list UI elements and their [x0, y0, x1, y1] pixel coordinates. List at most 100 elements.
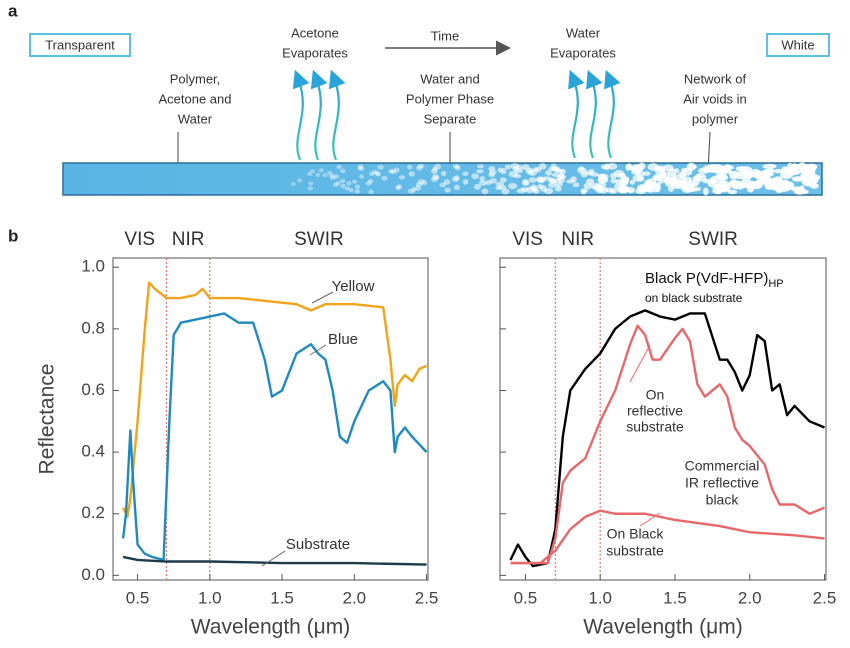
panel-label: a	[8, 1, 18, 20]
void	[308, 181, 314, 186]
void	[417, 163, 425, 169]
void	[365, 181, 372, 186]
void	[479, 175, 486, 182]
label-line: substrate	[606, 543, 664, 559]
void	[711, 164, 723, 169]
void	[589, 172, 599, 177]
void	[439, 182, 446, 188]
void	[411, 186, 417, 192]
y-tick-label: 0.2	[81, 503, 105, 522]
void	[336, 164, 342, 170]
void	[451, 176, 460, 182]
void	[603, 163, 611, 171]
series-line	[510, 324, 825, 565]
void	[354, 189, 361, 194]
panel-label: b	[8, 226, 18, 245]
label-line: black	[706, 492, 740, 508]
void	[358, 164, 364, 169]
x-tick-label: 2.0	[342, 588, 366, 607]
series-line	[122, 555, 427, 566]
void	[796, 189, 809, 195]
void	[351, 179, 358, 184]
void	[488, 172, 495, 178]
label-line: Network of	[684, 71, 747, 86]
x-axis-label: Wavelength (μm)	[583, 616, 743, 639]
void	[593, 184, 604, 191]
x-axis-label: Wavelength (μm)	[191, 616, 351, 639]
void	[444, 187, 451, 193]
wisp	[310, 69, 328, 161]
void	[549, 178, 558, 184]
void	[804, 164, 816, 174]
label-line: Water	[178, 111, 213, 126]
y-axis-label: Reflectance	[36, 364, 59, 475]
label-line: Water	[566, 25, 601, 40]
void	[488, 165, 496, 172]
void	[333, 174, 340, 179]
state-box	[29, 33, 131, 57]
void	[432, 175, 440, 181]
process-diagram: a Transparent White Time Acetone Evaporat…	[8, 1, 830, 196]
void	[377, 164, 384, 170]
void	[346, 181, 352, 186]
void	[725, 169, 732, 174]
void	[727, 189, 738, 195]
x-tick-label: 2.5	[415, 588, 439, 607]
void	[687, 164, 698, 170]
void	[499, 177, 507, 183]
void	[396, 184, 402, 190]
void	[307, 186, 314, 191]
void	[489, 178, 497, 184]
void	[307, 171, 313, 177]
label-line: polymer	[692, 111, 739, 126]
x-tick-label: 1.0	[198, 588, 222, 607]
void	[471, 173, 480, 180]
void	[340, 183, 347, 189]
void	[357, 166, 363, 171]
void	[398, 175, 406, 180]
label-line: Acetone	[291, 25, 339, 40]
series-label: Blue	[328, 331, 358, 348]
plot-frame	[112, 257, 429, 581]
void	[462, 179, 469, 185]
void	[453, 184, 461, 191]
label-line: On Black	[607, 526, 665, 542]
region-label: VIS	[124, 229, 155, 250]
wisp	[292, 69, 310, 161]
void	[548, 182, 557, 188]
void	[537, 178, 544, 184]
wisp	[568, 69, 585, 159]
series-line	[509, 309, 825, 568]
void	[443, 179, 451, 185]
void	[580, 189, 587, 195]
x-tick-label: 1.5	[270, 588, 294, 607]
void	[729, 173, 738, 180]
void	[735, 166, 743, 172]
void	[528, 177, 537, 183]
label-line: Acetone and	[158, 91, 231, 106]
series-line	[122, 281, 428, 519]
void	[421, 180, 428, 186]
void	[369, 171, 375, 176]
void	[374, 171, 381, 176]
void	[393, 167, 400, 173]
void	[662, 164, 674, 172]
void	[637, 176, 645, 182]
void	[368, 189, 374, 195]
leader-line	[629, 344, 651, 383]
series-label: Substrate	[286, 536, 350, 553]
leader-line	[311, 291, 334, 304]
plot-frame	[499, 257, 827, 581]
leader-line	[309, 344, 327, 356]
void	[481, 188, 489, 195]
void	[478, 180, 488, 186]
void	[329, 175, 336, 180]
label-line: reflective	[627, 403, 683, 419]
void	[327, 170, 333, 176]
label-line: substrate	[626, 419, 684, 435]
label-line: Evaporates	[282, 45, 348, 60]
void	[390, 169, 397, 175]
void	[797, 162, 807, 171]
void	[650, 184, 662, 189]
